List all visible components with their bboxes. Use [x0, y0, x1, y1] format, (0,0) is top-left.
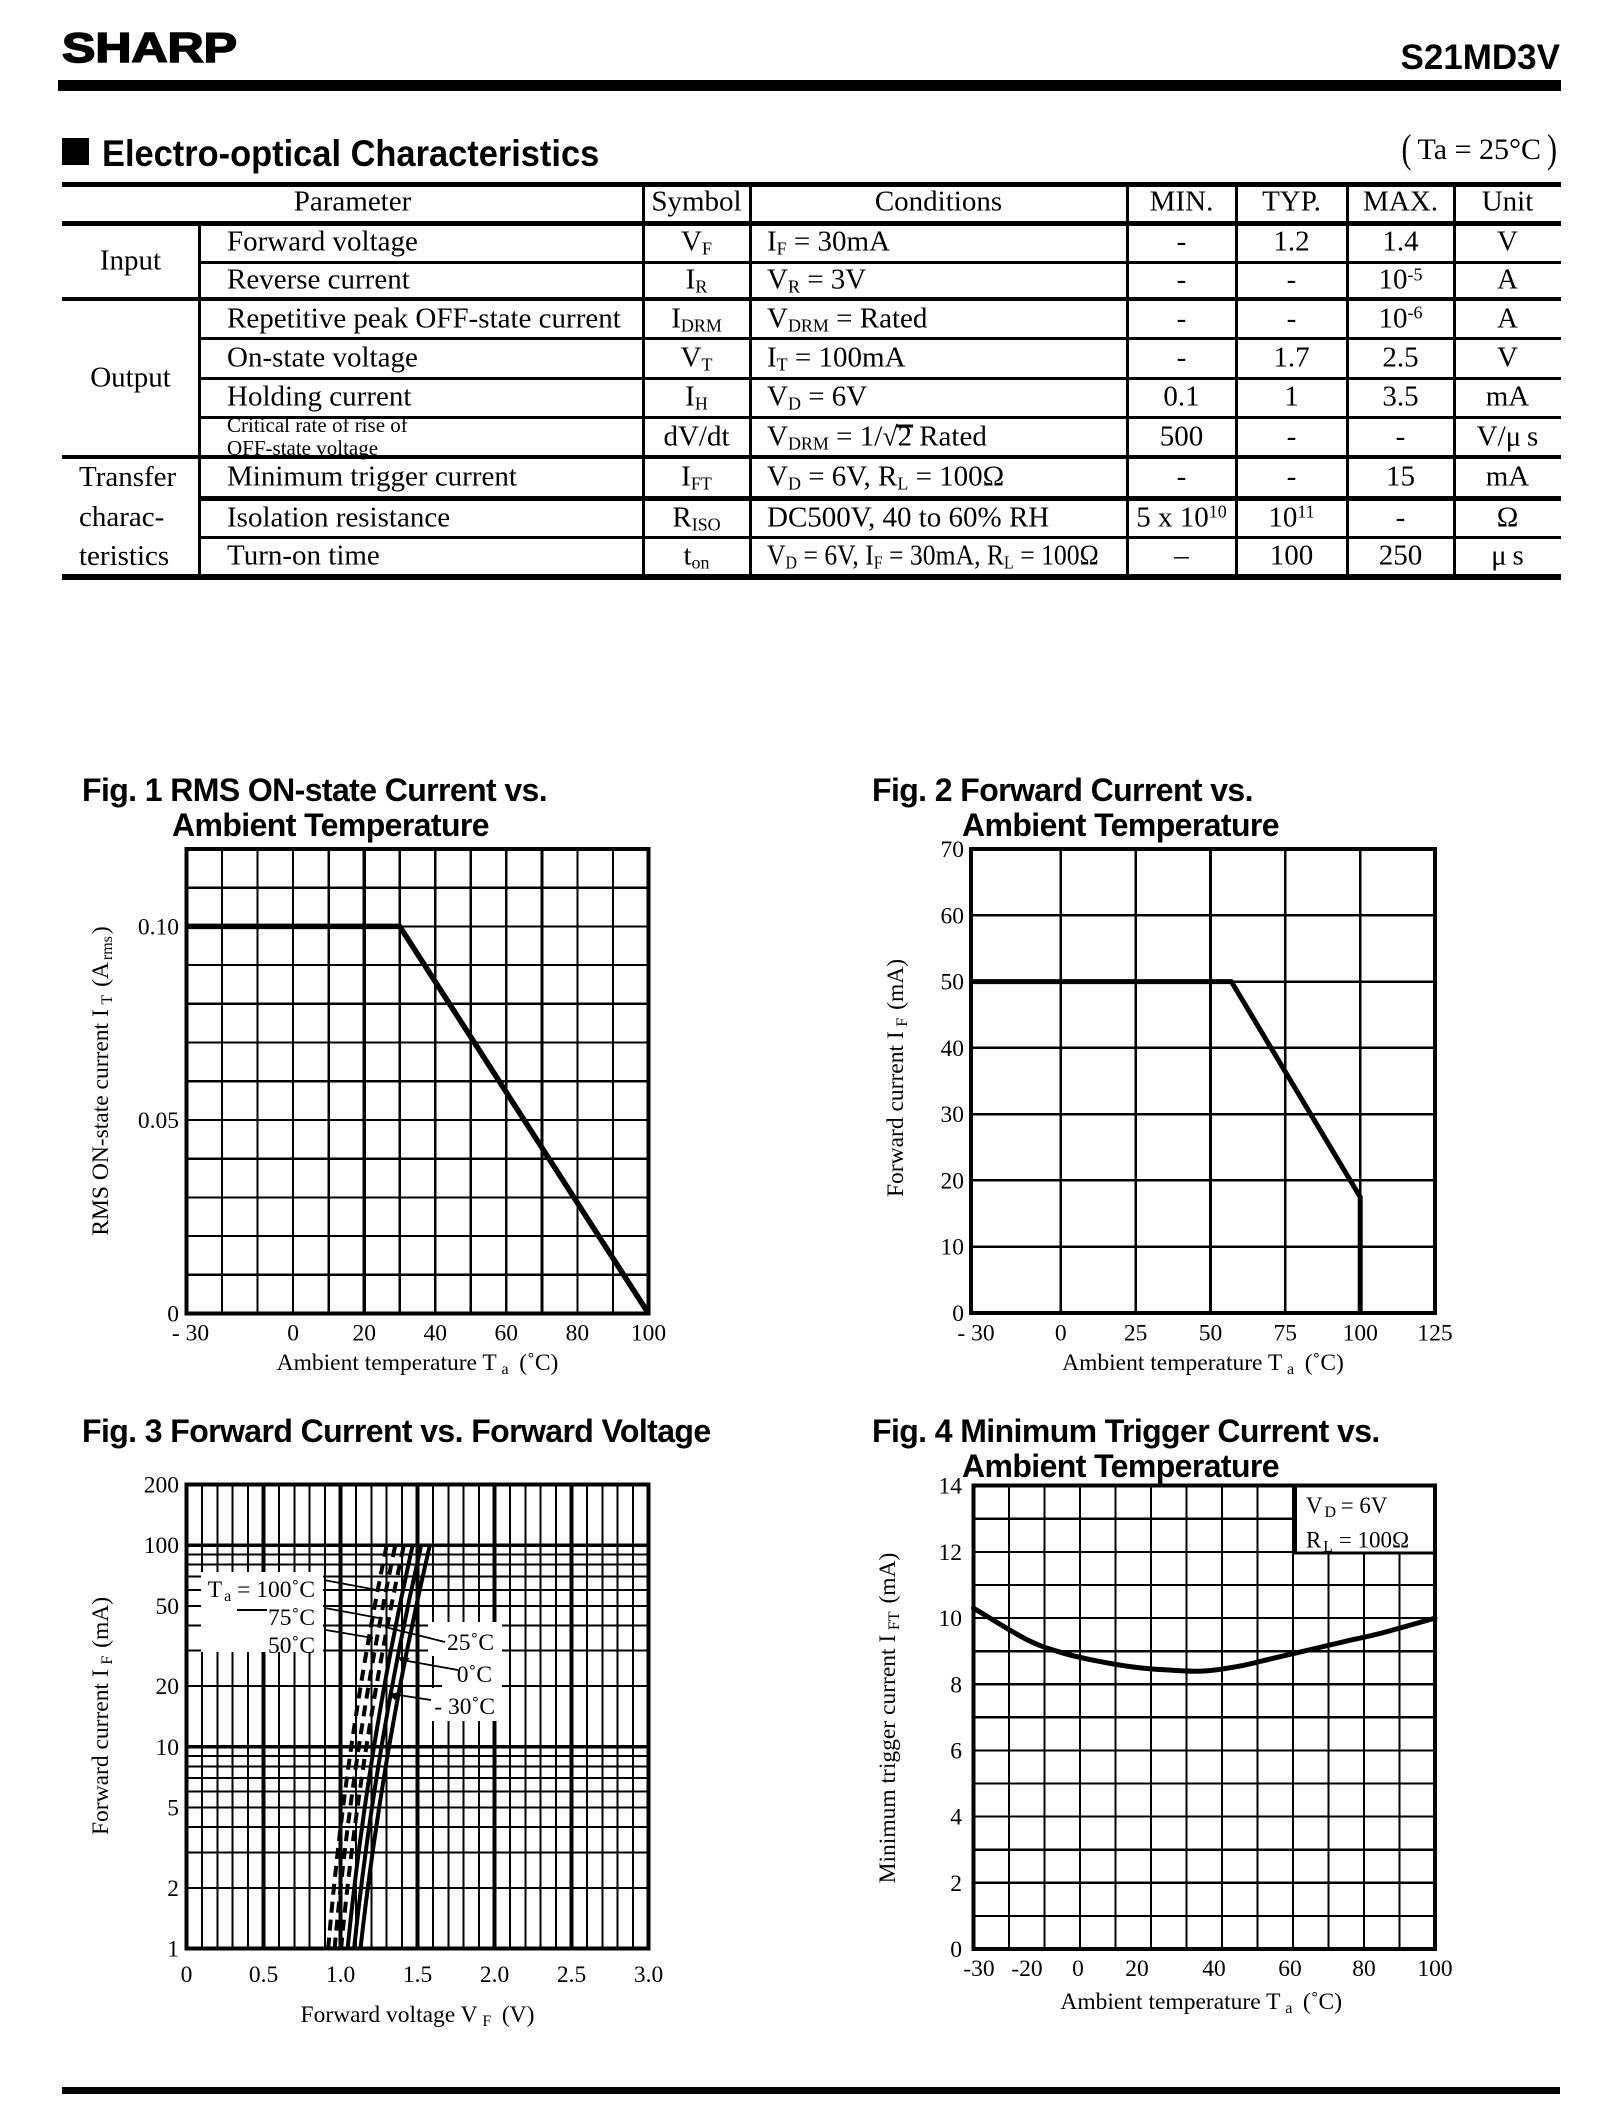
- svg-text:75: 75: [1274, 1321, 1298, 1347]
- svg-text:2.5: 2.5: [557, 1962, 586, 1988]
- svg-text:2: 2: [167, 1876, 179, 1902]
- svg-text:12: 12: [939, 1540, 963, 1566]
- svg-text:- 30: - 30: [957, 1321, 994, 1347]
- svg-text:20: 20: [941, 1168, 965, 1194]
- svg-text:75˚C: 75˚C: [268, 1605, 315, 1631]
- svg-text:Ambient temperature T a (˚C): Ambient temperature T a (˚C): [1062, 1350, 1344, 1378]
- svg-text:-20: -20: [1011, 1956, 1042, 1982]
- svg-text:25˚C: 25˚C: [447, 1630, 494, 1656]
- svg-text:50: 50: [941, 970, 965, 996]
- svg-text:1.5: 1.5: [403, 1962, 432, 1988]
- svg-text:100: 100: [1417, 1956, 1452, 1982]
- svg-text:80: 80: [566, 1321, 590, 1347]
- svg-text:4: 4: [950, 1805, 962, 1831]
- svg-text:10: 10: [939, 1606, 963, 1632]
- svg-text:- 30˚C: - 30˚C: [434, 1694, 495, 1720]
- svg-text:0.5: 0.5: [249, 1962, 278, 1988]
- svg-text:6: 6: [950, 1738, 962, 1764]
- svg-text:0: 0: [1055, 1321, 1067, 1347]
- svg-text:Forward current I F (mA): Forward current I F (mA): [88, 1597, 116, 1835]
- svg-text:-30: -30: [963, 1956, 994, 1982]
- svg-text:40: 40: [941, 1036, 965, 1062]
- svg-text:RMS ON-state current I T (A: RMS ON-state current I T (A rms ): [88, 926, 116, 1235]
- svg-text:0.05: 0.05: [138, 1108, 179, 1134]
- svg-text:5: 5: [167, 1796, 179, 1822]
- svg-text:2: 2: [950, 1871, 962, 1897]
- svg-text:3.0: 3.0: [634, 1962, 663, 1988]
- svg-text:1.0: 1.0: [326, 1962, 355, 1988]
- svg-text:Ambient temperature T a (˚C): Ambient temperature T a (˚C): [277, 1350, 559, 1378]
- svg-text:0: 0: [167, 1302, 179, 1328]
- svg-text:20: 20: [352, 1321, 376, 1347]
- svg-text:- 30: - 30: [172, 1321, 209, 1347]
- svg-text:Forward voltage V F (V): Forward voltage V F (V): [301, 2002, 535, 2030]
- svg-text:100: 100: [1343, 1321, 1378, 1347]
- svg-text:70: 70: [941, 837, 965, 863]
- svg-text:1: 1: [167, 1937, 179, 1963]
- svg-text:50: 50: [156, 1594, 180, 1620]
- svg-text:2.0: 2.0: [480, 1962, 509, 1988]
- svg-text:50˚C: 50˚C: [268, 1633, 315, 1659]
- svg-text:SHARP: SHARP: [62, 28, 237, 70]
- svg-text:R L = 100Ω: R L = 100Ω: [1306, 1528, 1409, 1556]
- svg-text:30: 30: [941, 1102, 965, 1128]
- svg-text:0.10: 0.10: [138, 914, 179, 940]
- svg-text:100: 100: [631, 1321, 666, 1347]
- svg-text:14: 14: [939, 1474, 963, 1500]
- svg-text:0: 0: [950, 1937, 962, 1963]
- svg-text:100: 100: [144, 1533, 179, 1559]
- svg-text:25: 25: [1124, 1321, 1148, 1347]
- svg-text:10: 10: [941, 1235, 965, 1261]
- svg-text:8: 8: [950, 1672, 962, 1698]
- svg-text:40: 40: [424, 1321, 448, 1347]
- svg-text:0˚C: 0˚C: [457, 1662, 492, 1688]
- svg-text:80: 80: [1352, 1956, 1376, 1982]
- svg-text:40: 40: [1202, 1956, 1226, 1982]
- svg-text:0: 0: [287, 1321, 299, 1347]
- svg-text:V D = 6V: V D = 6V: [1306, 1493, 1388, 1521]
- svg-text:T a = 100˚C: T a = 100˚C: [208, 1577, 315, 1605]
- svg-text:10: 10: [156, 1735, 180, 1761]
- svg-text:20: 20: [156, 1674, 180, 1700]
- svg-text:50: 50: [1199, 1321, 1223, 1347]
- svg-text:60: 60: [1278, 1956, 1302, 1982]
- svg-text:20: 20: [1125, 1956, 1149, 1982]
- svg-text:0: 0: [1072, 1956, 1084, 1982]
- svg-text:0: 0: [952, 1301, 964, 1327]
- svg-text:Minimum trigger current I FT: Minimum trigger current I FT (mA): [875, 1553, 903, 1884]
- svg-text:Ambient temperature T a (˚C): Ambient temperature T a (˚C): [1060, 1989, 1342, 2017]
- svg-text:200: 200: [144, 1473, 179, 1499]
- svg-text:60: 60: [495, 1321, 519, 1347]
- svg-text:0: 0: [181, 1962, 193, 1988]
- svg-text:Forward current I F (mA): Forward current I F (mA): [883, 959, 911, 1197]
- svg-text:60: 60: [941, 903, 965, 929]
- svg-text:125: 125: [1417, 1321, 1452, 1347]
